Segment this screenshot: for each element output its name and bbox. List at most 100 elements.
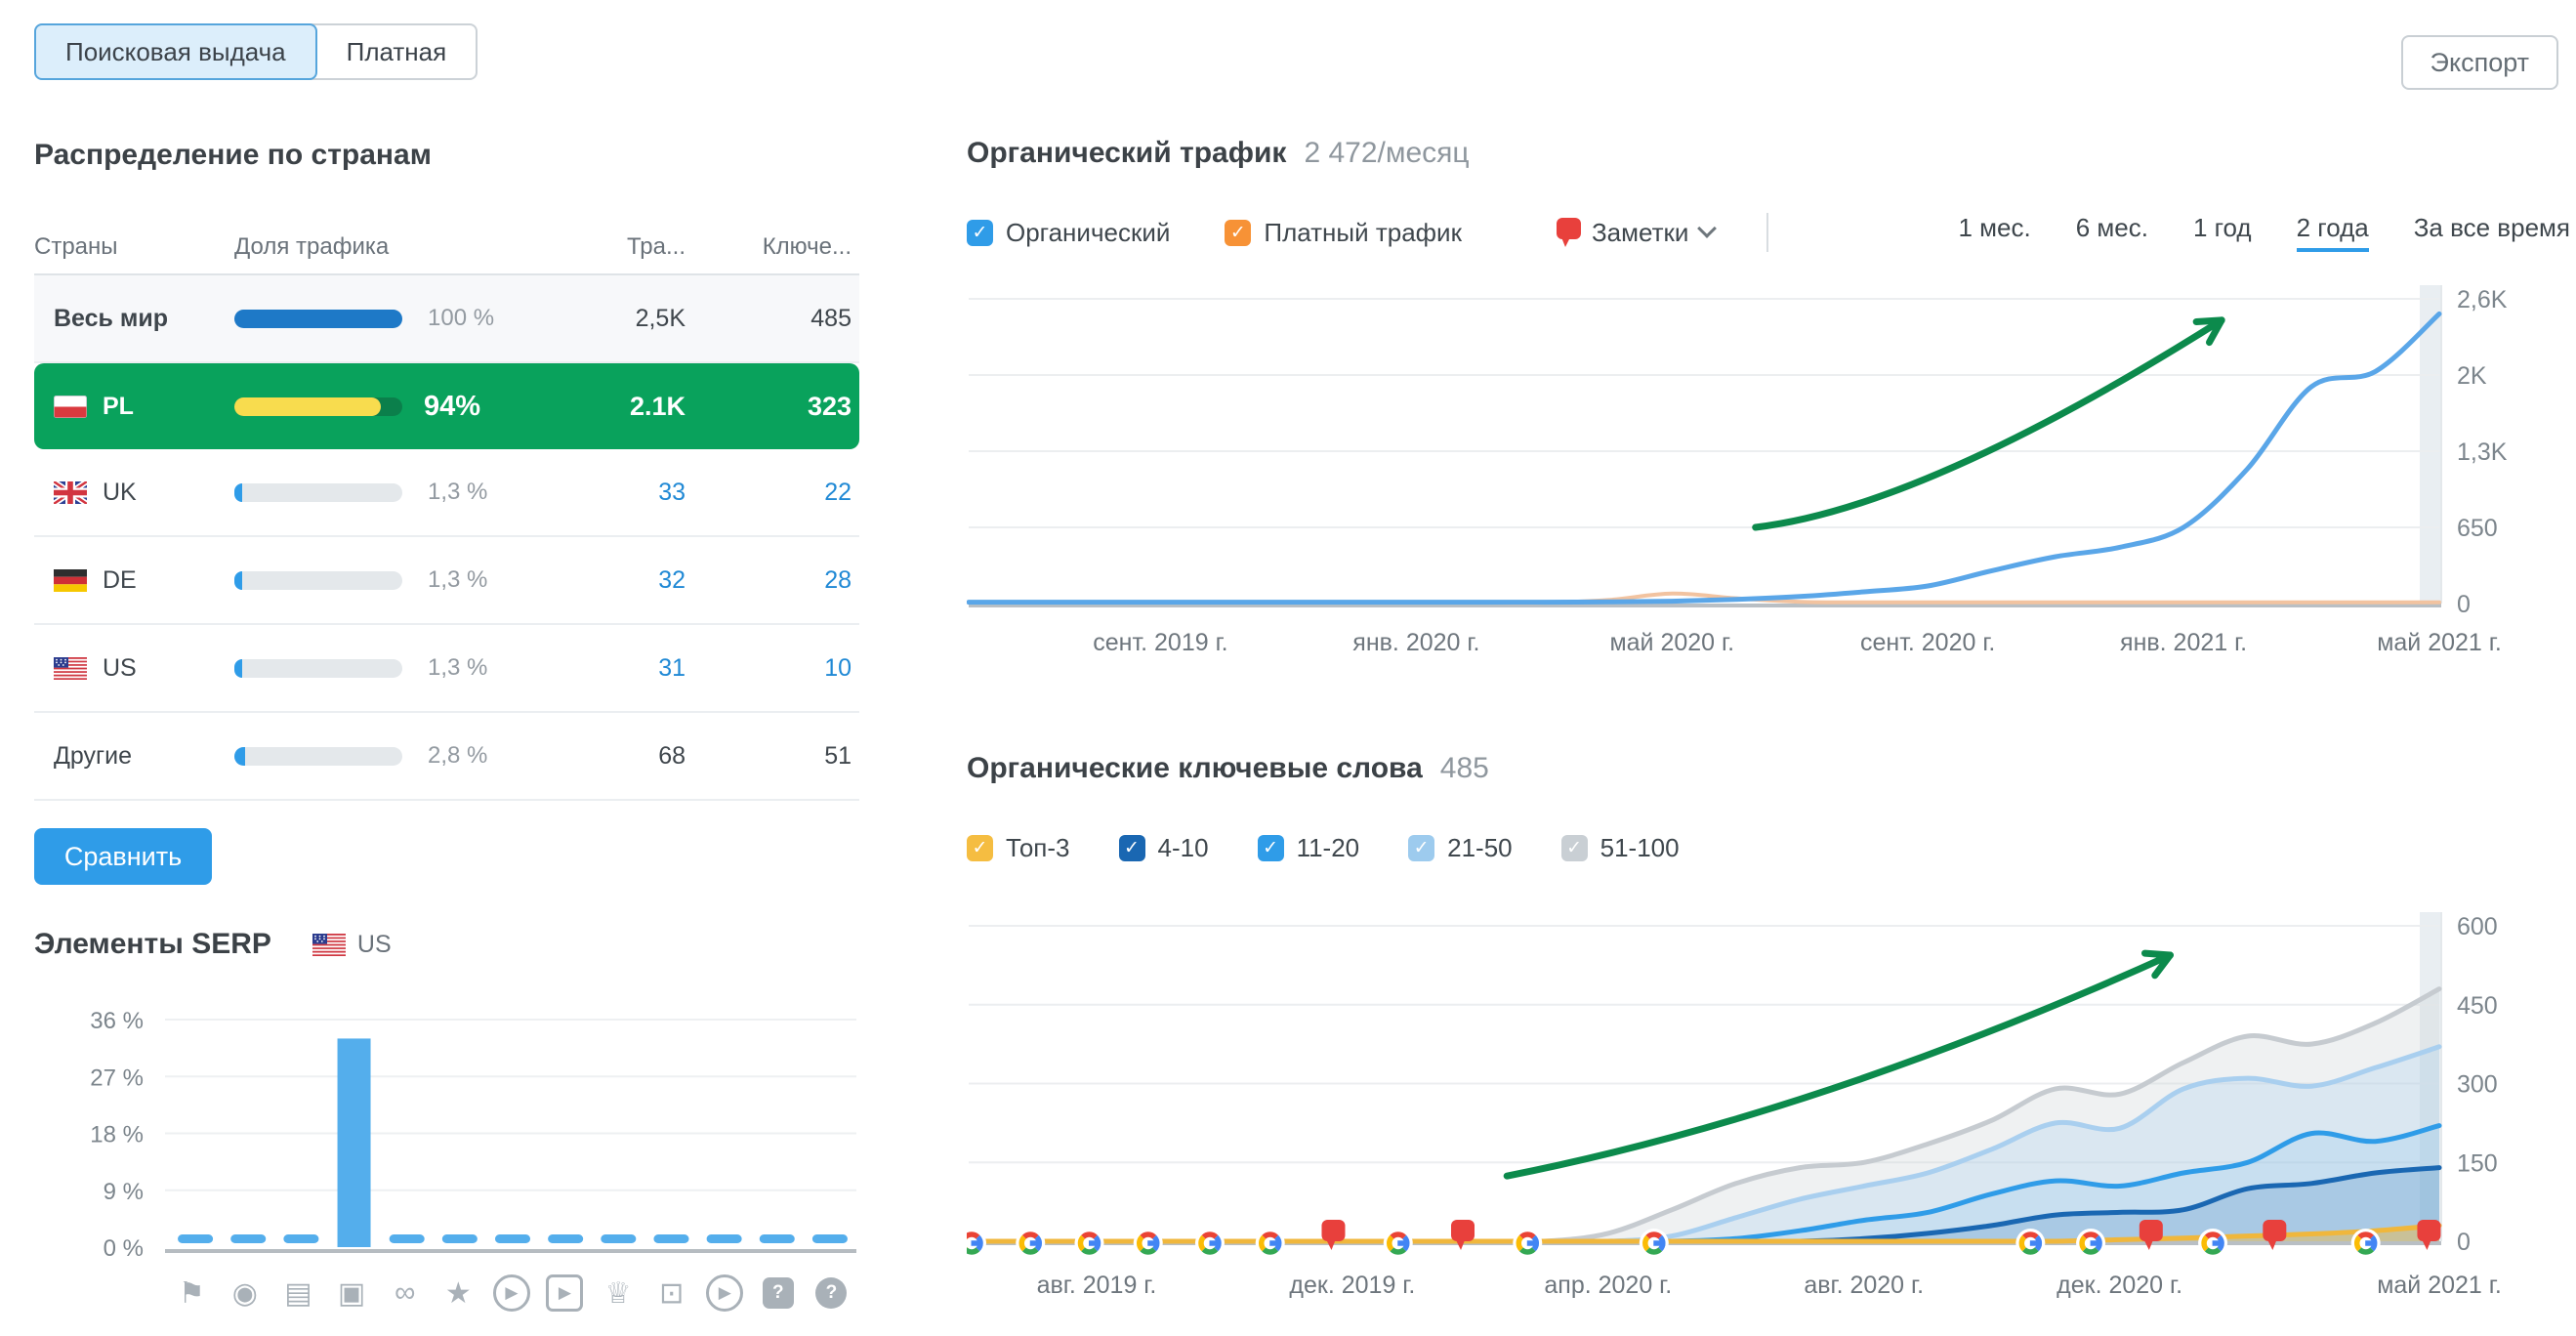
traffic-share-label: 94% [424,390,481,422]
traffic-value: 2.1K [629,391,686,421]
bar-knowledge-panel[interactable] [601,1234,637,1243]
bar-video[interactable] [495,1234,530,1243]
table-row[interactable]: US 1,3 % 31 10 [34,625,859,713]
y-axis-label: 600 [2457,913,2498,940]
knowledge-panel-icon[interactable]: ♕ [604,1276,632,1310]
table-row[interactable]: PL 94% 2.1K 323 [34,363,859,449]
range-6 мес.[interactable]: 6 мес. [2075,213,2148,242]
bar-faq[interactable] [759,1234,795,1243]
traffic-share-label: 1,3 % [428,566,488,593]
traffic-share-bar [234,746,402,766]
google-update-icon[interactable] [1074,1229,1104,1258]
legend-pos-21-50[interactable]: ✓ 21-50 [1408,833,1513,863]
table-row[interactable]: UK 1,3 % 33 22 [34,449,859,537]
bar-featured-snippet[interactable] [178,1234,214,1243]
image-pack-icon[interactable]: ▣ [337,1276,366,1310]
faq-icon[interactable]: ? [752,1272,806,1315]
legend-pos-11-20[interactable]: ✓ 11-20 [1257,833,1359,863]
note-pin-icon[interactable] [2417,1220,2441,1250]
google-update-icon[interactable] [957,1229,987,1258]
google-update-icon[interactable] [2076,1229,2106,1258]
google-update-icon[interactable] [1133,1229,1163,1258]
google-update-icon[interactable] [1255,1229,1285,1258]
keywords-value[interactable]: 10 [824,653,852,682]
traffic-value[interactable]: 33 [658,478,686,506]
checkbox-icon[interactable]: ✓ [1257,834,1284,861]
legend-pos-Топ-3[interactable]: ✓ Топ-3 [967,833,1070,863]
bar-sitelinks[interactable] [389,1234,425,1243]
de-flag-icon [54,568,87,592]
traffic-value[interactable]: 31 [658,653,686,682]
reviews-icon[interactable]: ★ [444,1276,472,1310]
google-update-icon[interactable] [1016,1229,1046,1258]
traffic-legend: ✓ Органический ✓ Платный трафик Заметки 1 мес… [967,211,2576,254]
google-update-icon[interactable] [2350,1229,2381,1258]
bar-video-carousel[interactable] [706,1234,742,1243]
table-row[interactable]: DE 1,3 % 32 28 [34,537,859,625]
tab-paid[interactable]: Платная [309,23,478,80]
bar-top-stories[interactable] [283,1234,319,1243]
compare-button[interactable]: Сравнить [34,828,212,885]
checkbox-icon[interactable]: ✓ [967,834,993,861]
column-header[interactable]: Тра... [626,233,686,260]
range-За все время[interactable]: За все время [2413,213,2570,242]
google-update-icon[interactable] [1639,1229,1669,1258]
note-pin-icon[interactable] [1451,1220,1475,1250]
table-row[interactable]: Другие 2,8 % 68 51 [34,713,859,801]
google-update-icon[interactable] [1194,1229,1225,1258]
serp-features-chart: 0 % 9 % 18 % 27 % 36 % [34,1000,859,1267]
bar-image-pack[interactable] [337,1038,371,1247]
google-update-icon[interactable] [2198,1229,2228,1258]
column-header[interactable]: Ключе... [762,233,852,260]
note-pin-icon[interactable] [1321,1220,1346,1250]
video-carousel-icon[interactable]: ▶ [698,1272,752,1315]
traffic-share-label: 1,3 % [428,654,488,681]
checkbox-icon[interactable]: ✓ [1408,834,1435,861]
range-1 год[interactable]: 1 год [2192,213,2252,242]
legend-pos-4-10[interactable]: ✓ 4-10 [1118,833,1209,863]
range-2 года[interactable]: 2 года [2296,213,2369,252]
y-axis-label: 36 % [90,1008,144,1034]
traffic-value[interactable]: 32 [658,565,686,594]
note-pin-icon[interactable] [2263,1220,2287,1250]
amp-icon[interactable]: ⊡ [659,1276,685,1310]
local-pack-icon[interactable]: ◉ [231,1276,258,1310]
google-update-icon[interactable] [1513,1229,1543,1258]
featured-video-icon[interactable]: ▶ [538,1272,592,1315]
table-row[interactable]: Весь мир 100 % 2,5K 485 [34,275,859,363]
y-axis-label: 0 % [104,1235,144,1262]
notes-dropdown[interactable]: Заметки [1556,217,1718,248]
google-update-icon[interactable] [1383,1229,1413,1258]
bar-people-also-ask[interactable] [811,1234,848,1243]
keywords-value[interactable]: 28 [824,565,852,594]
series-Органический[interactable] [966,311,2442,605]
view-tabs: Поисковая выдача Платная [34,23,478,80]
legend-paid-traffic[interactable]: ✓ Платный трафик [1225,218,1462,248]
people-also-ask-icon[interactable]: ? [805,1272,858,1315]
column-header[interactable]: Страны [34,233,118,260]
serp-section-header: Элементы SERP US [34,928,392,961]
checkbox-icon[interactable]: ✓ [967,219,993,246]
video-icon[interactable]: ▶ [485,1272,539,1315]
bar-reviews[interactable] [441,1234,478,1243]
checkbox-icon[interactable]: ✓ [1225,219,1252,246]
google-update-icon[interactable] [2015,1229,2046,1258]
bar-amp[interactable] [653,1234,689,1243]
organic-keywords-header: Органические ключевые слова 485 [967,752,1489,785]
tab-search-results[interactable]: Поисковая выдача [34,23,317,80]
keywords-value[interactable]: 22 [824,478,852,506]
export-button[interactable]: Экспорт [2400,35,2558,90]
featured-snippet-icon[interactable]: ⚑ [178,1276,205,1310]
checkbox-icon[interactable]: ✓ [1118,834,1145,861]
range-1 мес.[interactable]: 1 мес. [1958,213,2031,242]
note-pin-icon[interactable] [2139,1220,2163,1250]
bar-featured-video[interactable] [548,1234,584,1243]
legend-organic[interactable]: ✓ Органический [967,218,1170,248]
top-stories-icon[interactable]: ▤ [284,1276,312,1310]
column-header[interactable]: Доля трафика [234,233,390,260]
checkbox-icon[interactable]: ✓ [1560,834,1588,861]
bar-local-pack[interactable] [230,1234,267,1243]
countries-table: Страны Доля трафика Тра... Ключе... Весь ми… [34,221,859,801]
legend-pos-51-100[interactable]: ✓ 51-100 [1560,833,1680,863]
sitelinks-icon[interactable]: ∞ [394,1276,416,1309]
